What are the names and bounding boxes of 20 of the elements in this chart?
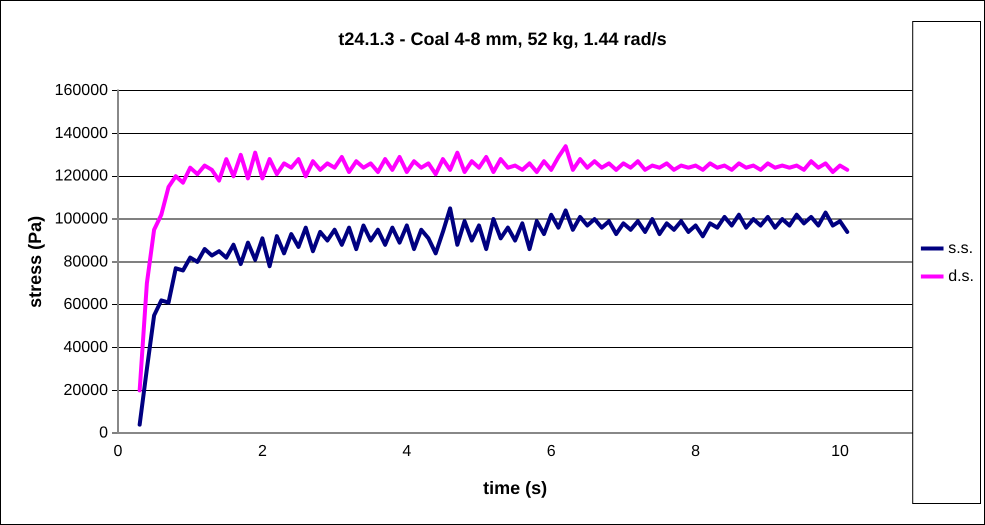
y-tick-label: 40000: [63, 338, 108, 356]
y-tick-label: 100000: [54, 210, 108, 228]
y-tick-label: 60000: [63, 296, 108, 314]
x-tick-label: 2: [258, 443, 267, 460]
legend-label: d.s.: [948, 268, 974, 285]
y-tick-label: 120000: [54, 168, 108, 185]
x-tick-label: 8: [691, 443, 700, 460]
y-tick-label: 160000: [54, 82, 108, 100]
y-tick-label: 0: [99, 424, 108, 442]
y-axis-title: stress (Pa): [24, 216, 45, 308]
chart-title: t24.1.3 - Coal 4-8 mm, 52 kg, 1.44 rad/s: [338, 28, 667, 49]
legend-label: s.s.: [948, 240, 974, 257]
x-tick-label: 4: [402, 443, 412, 460]
x-tick-label: 10: [831, 443, 850, 460]
y-tick-label: 20000: [63, 382, 108, 399]
x-tick-label: 0: [114, 443, 123, 460]
y-tick-label: 80000: [63, 253, 108, 270]
y-tick-label: 140000: [54, 124, 108, 142]
x-tick-label: 6: [546, 443, 556, 460]
x-axis-title: time (s): [483, 478, 548, 498]
